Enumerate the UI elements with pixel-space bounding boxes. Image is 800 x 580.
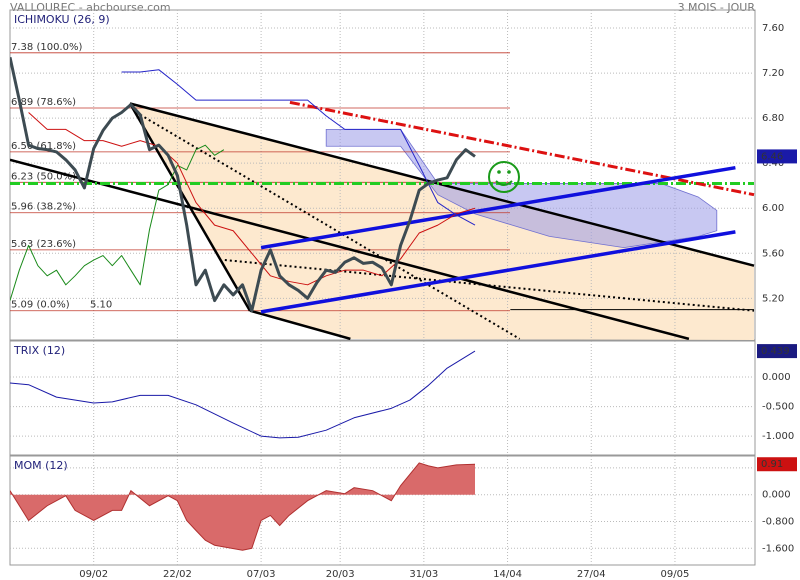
- series-line: [28, 112, 476, 286]
- series-line: [121, 69, 476, 226]
- trend-line: [260, 165, 736, 250]
- y-tick-label: 6.00: [762, 203, 784, 214]
- smiley-icon: [488, 161, 520, 193]
- y-tick-label: 6.80: [762, 113, 784, 124]
- trend-line: [260, 230, 736, 314]
- indicator-label: MOM (12): [14, 459, 68, 472]
- last-value-label: 0.91: [761, 459, 783, 470]
- fib-label: 5.96 (38.2%): [11, 202, 76, 213]
- chart-subtitle: 3 MOIS - JOUR: [678, 1, 756, 14]
- indicator-label: TRIX (12): [13, 344, 65, 357]
- panel-frame: [9, 9, 756, 341]
- trend-line: [139, 113, 521, 340]
- last-value-box: [757, 457, 797, 472]
- y-tick-label: 6.40: [762, 158, 784, 169]
- y-tick-label: 5.20: [762, 293, 784, 304]
- smiley-face: [488, 161, 520, 193]
- x-tick-label: 20/03: [326, 569, 355, 580]
- area-fill: [10, 462, 475, 551]
- fib-label: 6.23 (50.0%): [11, 171, 76, 182]
- y-tick-label: -1.000: [762, 431, 794, 442]
- x-tick-label: 27/04: [577, 569, 606, 580]
- panel-plot: [10, 456, 754, 565]
- trend-line: [289, 100, 755, 197]
- fib-label: 5.09 (0.0%): [11, 300, 70, 311]
- panel-plot: [10, 341, 754, 455]
- last-value-box: [757, 149, 797, 164]
- x-tick-label: 07/03: [247, 569, 276, 580]
- y-tick-label: -1.600: [762, 543, 794, 554]
- y-tick-label: 7.20: [762, 68, 784, 79]
- smiley-eye: [507, 170, 511, 174]
- trend-line: [224, 259, 755, 312]
- series-line: [10, 56, 476, 313]
- area-line: [10, 462, 476, 551]
- x-tick-label: 09/05: [661, 569, 690, 580]
- trend-line: [128, 102, 252, 312]
- x-tick-label: 14/04: [493, 569, 522, 580]
- fib-label: 6.89 (78.6%): [11, 97, 76, 108]
- y-tick-label: 7.60: [762, 23, 784, 34]
- series-line: [10, 144, 225, 301]
- fib-label: 5.63 (23.6%): [11, 239, 76, 250]
- panel-frame: [9, 340, 756, 456]
- fib-label: 6.50 (61.8%): [11, 141, 76, 152]
- last-value-box: [757, 344, 797, 359]
- series-line: [10, 350, 476, 439]
- panel-frame: [9, 455, 756, 566]
- panel-plot: 7.38 (100.0%) 6.89 (78.6%) 6.50 (61.8%) 6.2…: [10, 10, 755, 340]
- chart-title: VALLOUREC - abcbourse.com: [10, 1, 171, 14]
- indicator-label: ICHIMOKU (26, 9): [14, 13, 110, 26]
- y-tick-label: 5.60: [762, 248, 784, 259]
- trend-line: [249, 309, 351, 340]
- trend-line: [129, 102, 755, 267]
- x-tick-label: 31/03: [409, 569, 438, 580]
- last-value-label: 0.439: [761, 346, 790, 357]
- smiley-eye: [497, 170, 501, 174]
- trend-line: [10, 158, 690, 340]
- smiley-mouth: [495, 180, 513, 186]
- y-tick-label: 0.000: [762, 372, 791, 383]
- fib-label: 7.38 (100.0%): [11, 42, 82, 53]
- y-tick-label: 0.000: [762, 490, 791, 501]
- last-value-label: 6.46: [761, 151, 783, 162]
- low-label: 5.10: [90, 300, 112, 311]
- y-tick-label: -0.800: [762, 516, 794, 527]
- y-tick-label: -0.500: [762, 402, 794, 413]
- x-tick-label: 09/02: [79, 569, 108, 580]
- x-tick-label: 22/02: [163, 569, 192, 580]
